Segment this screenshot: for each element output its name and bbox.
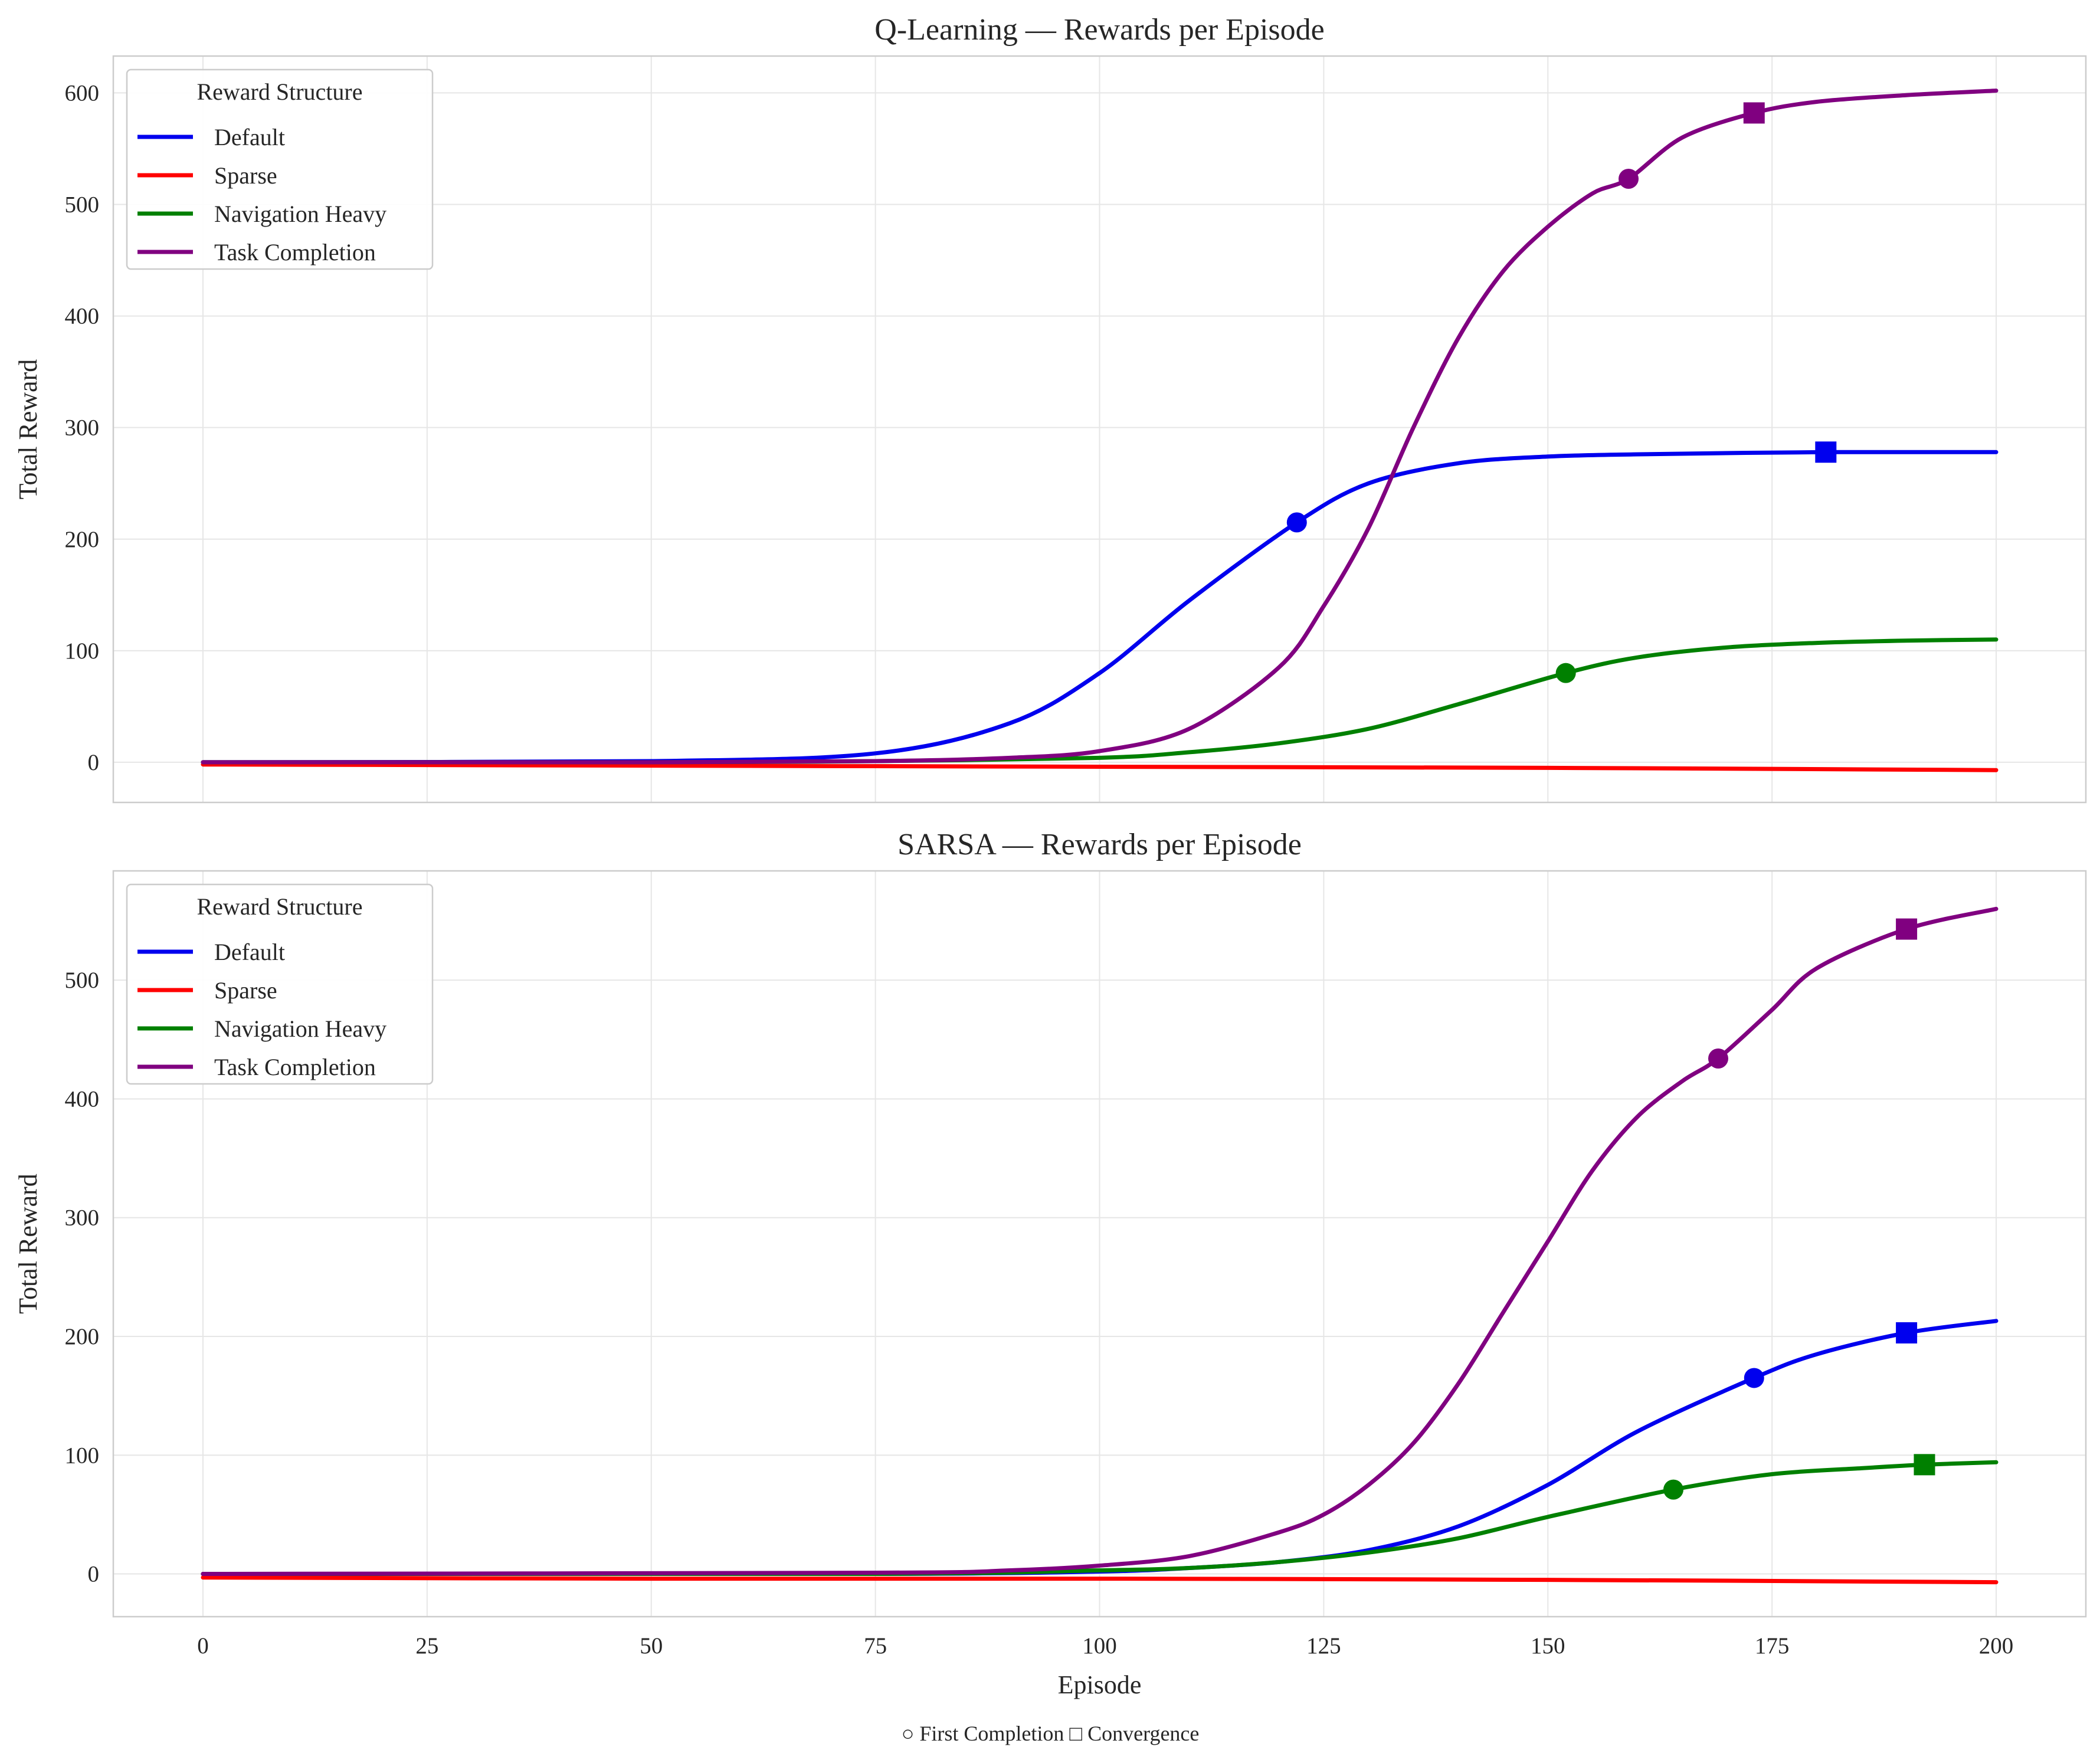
first-completion-marker-default	[1744, 1368, 1764, 1388]
sarsa-frame	[112, 870, 2087, 1618]
q-learning-markers	[1286, 102, 1837, 683]
legend-label-task-completion: Task Completion	[214, 1054, 376, 1080]
legend-label-navigation-heavy: Navigation Heavy	[214, 201, 386, 227]
sarsa-panel: 0 100 200 300 400 500 0 25 50 75 100 125 150 175 200 SA…	[14, 828, 2087, 1699]
x-tick-label: 25	[415, 1633, 438, 1659]
sarsa-y-axis-label: Total Reward	[14, 1174, 42, 1314]
legend-label-sparse: Sparse	[214, 162, 277, 189]
y-tick-label: 200	[65, 527, 100, 552]
q-learning-series-lines	[201, 89, 1999, 772]
series-line-task-completion	[201, 906, 1999, 1576]
legend-label-navigation-heavy: Navigation Heavy	[214, 1015, 386, 1042]
y-tick-label: 300	[65, 415, 100, 441]
sarsa-series-lines	[201, 906, 1999, 1585]
y-tick-label: 300	[65, 1205, 100, 1231]
y-tick-label: 0	[88, 1562, 100, 1587]
legend-label-task-completion: Task Completion	[214, 239, 376, 266]
sarsa-x-axis-label: Episode	[1058, 1670, 1142, 1699]
first-completion-marker-task-completion	[1619, 168, 1639, 189]
y-tick-label: 400	[65, 304, 100, 329]
y-tick-label: 0	[88, 750, 100, 775]
series-line-sparse	[201, 762, 1999, 772]
first-completion-marker-default	[1286, 512, 1307, 533]
x-tick-label: 50	[640, 1633, 663, 1659]
y-tick-label: 200	[65, 1324, 100, 1349]
legend-box	[126, 68, 434, 270]
q-learning-panel: 0 100 200 300 400 500 600 Q-Learning — Rewards …	[14, 13, 2087, 804]
series-line-sparse	[201, 1575, 1999, 1585]
legend-title: Reward Structure	[196, 893, 362, 920]
legend-box	[126, 883, 434, 1085]
sarsa-markers	[1663, 918, 1935, 1500]
y-tick-label: 500	[65, 968, 100, 993]
x-tick-label: 0	[197, 1633, 209, 1659]
sarsa-title: SARSA — Rewards per Episode	[897, 828, 1302, 861]
first-completion-marker-navigation-heavy	[1663, 1479, 1684, 1500]
sarsa-legend: Reward Structure Default Sparse Navigation …	[126, 883, 434, 1085]
q-learning-grid	[113, 56, 2086, 802]
x-tick-label: 200	[1979, 1633, 2014, 1659]
x-tick-label: 100	[1082, 1633, 1117, 1659]
convergence-marker-default	[1815, 441, 1837, 463]
x-tick-label: 175	[1755, 1633, 1790, 1659]
q-learning-legend: Reward Structure Default Sparse Navigation …	[126, 68, 434, 270]
y-tick-label: 400	[65, 1086, 100, 1112]
q-learning-y-axis-label: Total Reward	[14, 359, 42, 500]
convergence-marker-task-completion	[1896, 918, 1918, 940]
legend-title: Reward Structure	[196, 78, 362, 105]
first-completion-marker-navigation-heavy	[1555, 663, 1576, 683]
y-tick-label: 100	[65, 1443, 100, 1468]
convergence-marker-default	[1896, 1322, 1918, 1343]
legend-label-default: Default	[214, 124, 285, 150]
legend-label-sparse: Sparse	[214, 977, 277, 1004]
marker-footnote: ○ First Completion □ Convergence	[902, 1722, 1200, 1745]
convergence-marker-task-completion	[1743, 102, 1765, 124]
x-tick-label: 125	[1306, 1633, 1341, 1659]
convergence-marker-navigation-heavy	[1914, 1454, 1935, 1476]
y-tick-label: 600	[65, 80, 100, 106]
y-tick-label: 500	[65, 192, 100, 217]
x-tick-label: 75	[864, 1633, 887, 1659]
first-completion-marker-task-completion	[1708, 1048, 1728, 1069]
y-tick-label: 100	[65, 638, 100, 664]
q-learning-frame	[112, 55, 2087, 804]
q-learning-title: Q-Learning — Rewards per Episode	[874, 13, 1324, 47]
legend-label-default: Default	[214, 939, 285, 965]
series-line-task-completion	[201, 89, 1999, 765]
x-tick-label: 150	[1531, 1633, 1565, 1659]
